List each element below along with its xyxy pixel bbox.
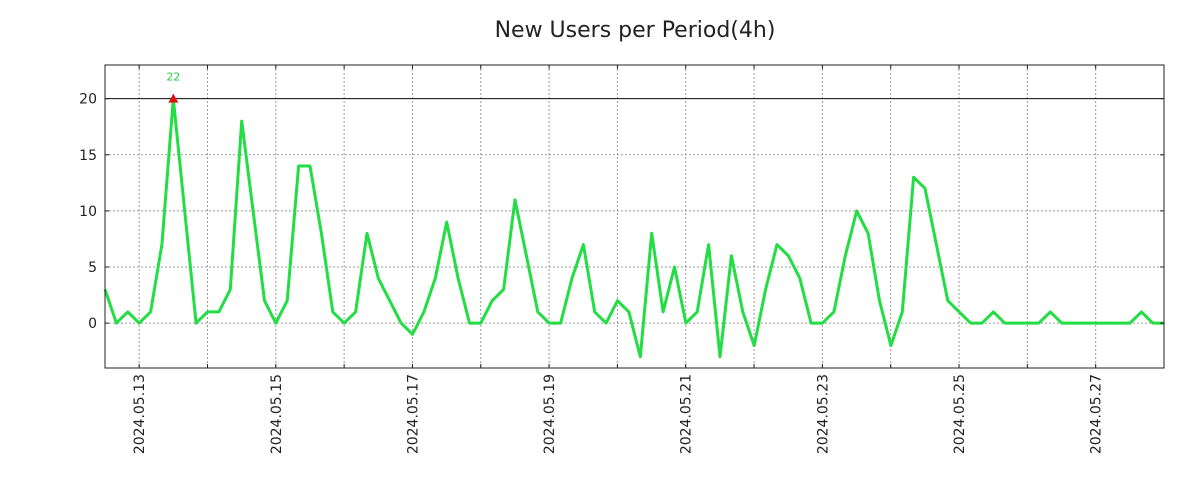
peak-marker [168,93,179,103]
series-line [103,97,1164,359]
x-tick-label: 2024.05.23 [815,374,831,454]
y-tick-label: 10 [79,204,97,220]
chart-title: New Users per Period(4h) [495,18,776,43]
peak-label: 22 [166,71,180,84]
y-tick-label: 20 [79,92,97,108]
annotations-group: 22 [166,71,180,103]
x-tick-label: 2024.05.27 [1089,374,1105,454]
series-group [103,97,1164,359]
x-tick-label: 2024.05.17 [405,374,421,454]
y-tick-label: 15 [79,148,97,164]
x-tick-label: 2024.05.19 [542,374,558,454]
x-tick-label: 2024.05.25 [952,374,968,454]
x-tick-label: 2024.05.15 [269,374,285,454]
x-tick-label: 2024.05.21 [679,374,695,454]
y-tick-label: 0 [88,316,97,332]
x-axis: 2024.05.13 2024.05.15 2024.05.17 2024.05.19… [132,65,1165,454]
y-axis: 0 5 10 15 20 [79,92,1164,332]
plot-area-frame [104,64,1165,369]
x-tick-label: 2024.05.13 [132,374,148,454]
y-tick-label: 5 [88,260,97,276]
